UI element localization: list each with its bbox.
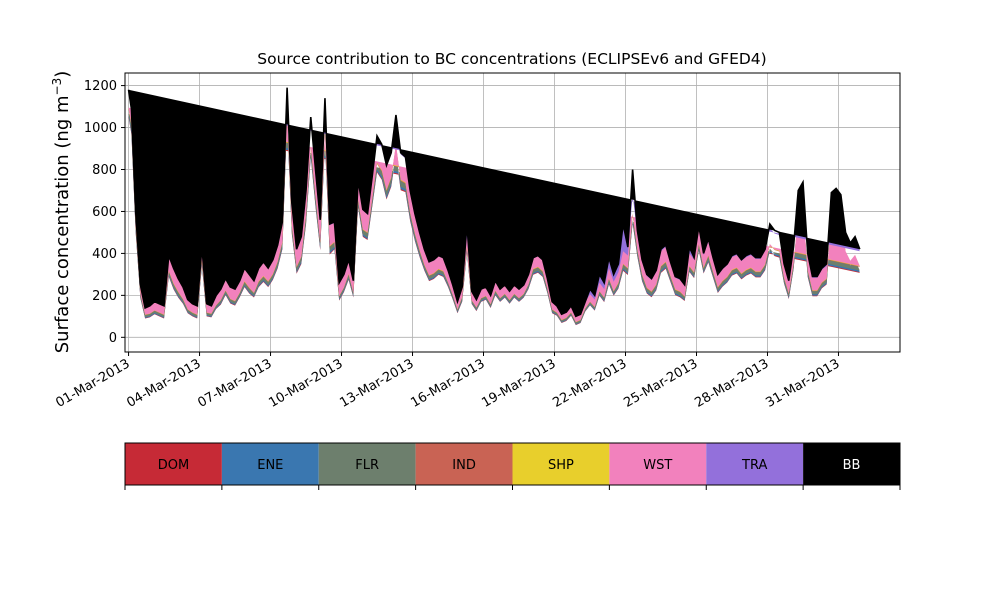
- legend-label: DOM: [158, 458, 189, 473]
- x-tick-label: 28-Mar-2013: [692, 356, 771, 410]
- legend-label: WST: [643, 458, 672, 473]
- y-axis-label-close: ): [52, 71, 73, 78]
- x-tick-label: 01-Mar-2013: [53, 356, 132, 410]
- legend-swatch-dom: [125, 443, 222, 485]
- x-tick-label: 31-Mar-2013: [763, 356, 842, 410]
- legend-swatch-wst: [609, 443, 707, 485]
- legend-swatch-flr: [318, 443, 416, 485]
- chart-title: Source contribution to BC concentrations…: [257, 50, 766, 68]
- x-axis-ticks: 01-Mar-201304-Mar-201307-Mar-201310-Mar-…: [53, 352, 842, 411]
- legend-swatch-bb: [803, 443, 900, 485]
- stacked-area-layers: [127, 87, 861, 326]
- legend-label: SHP: [548, 458, 574, 473]
- legend-label: TRA: [741, 458, 767, 473]
- x-tick-label: 13-Mar-2013: [337, 356, 416, 410]
- y-tick-label: 400: [92, 247, 117, 262]
- x-tick-label: 10-Mar-2013: [266, 356, 345, 410]
- y-tick-label: 0: [109, 331, 117, 346]
- legend-label: BB: [843, 458, 861, 473]
- legend-colorbar: DOM ENE FLR IND SHP WST TRA BB: [124, 442, 901, 490]
- x-tick-label: 16-Mar-2013: [408, 356, 487, 410]
- y-tick-label: 800: [92, 163, 117, 178]
- legend-swatch-tra: [706, 443, 804, 485]
- x-tick-label: 25-Mar-2013: [621, 356, 700, 410]
- y-tick-label: 600: [92, 205, 117, 220]
- legend-label: FLR: [355, 458, 379, 473]
- y-axis-label-main: Surface concentration (ng m: [52, 95, 73, 353]
- x-tick-label: 07-Mar-2013: [195, 356, 274, 410]
- legend-label: IND: [452, 458, 476, 473]
- axes-frame: [124, 72, 901, 353]
- y-axis-label: Surface concentration (ng m−3): [50, 71, 73, 354]
- y-axis-label-exponent: −3: [50, 78, 64, 96]
- plot-frame: [124, 72, 901, 353]
- total-line: [127, 87, 861, 318]
- y-tick-label: 1200: [84, 79, 117, 94]
- x-tick-label: 04-Mar-2013: [124, 356, 203, 410]
- legend-swatch-ind: [415, 443, 513, 485]
- area-bb: [128, 87, 860, 317]
- x-tick-label: 19-Mar-2013: [479, 356, 558, 410]
- x-tick-label: 22-Mar-2013: [550, 356, 629, 410]
- y-axis-ticks: 0 200 400 600 800 1000 1200: [84, 79, 125, 346]
- y-tick-label: 1000: [84, 121, 117, 136]
- legend-swatch-shp: [512, 443, 610, 485]
- legend-swatch-ene: [221, 443, 319, 485]
- y-tick-label: 200: [92, 289, 117, 304]
- legend-label: ENE: [257, 458, 283, 473]
